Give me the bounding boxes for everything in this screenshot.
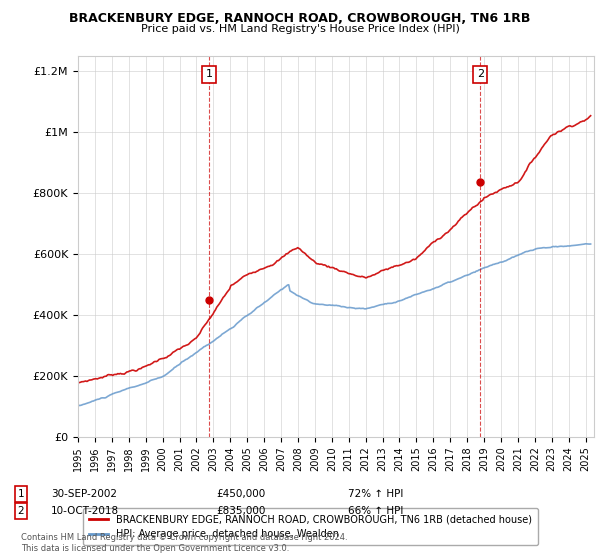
Text: Contains HM Land Registry data © Crown copyright and database right 2024.
This d: Contains HM Land Registry data © Crown c… [21,534,347,553]
Text: 72% ↑ HPI: 72% ↑ HPI [348,489,403,499]
Text: 2: 2 [17,506,25,516]
Text: 2: 2 [477,69,484,80]
Text: 10-OCT-2018: 10-OCT-2018 [51,506,119,516]
Point [205,295,214,304]
Text: £450,000: £450,000 [216,489,265,499]
Legend: BRACKENBURY EDGE, RANNOCH ROAD, CROWBOROUGH, TN6 1RB (detached house), HPI: Aver: BRACKENBURY EDGE, RANNOCH ROAD, CROWBORO… [83,508,538,545]
Text: 66% ↑ HPI: 66% ↑ HPI [348,506,403,516]
Text: Price paid vs. HM Land Registry's House Price Index (HPI): Price paid vs. HM Land Registry's House … [140,24,460,34]
Text: 1: 1 [17,489,25,499]
Text: 1: 1 [206,69,212,80]
Text: £835,000: £835,000 [216,506,265,516]
Text: BRACKENBURY EDGE, RANNOCH ROAD, CROWBOROUGH, TN6 1RB: BRACKENBURY EDGE, RANNOCH ROAD, CROWBORO… [70,12,530,25]
Text: 30-SEP-2002: 30-SEP-2002 [51,489,117,499]
Point [476,178,485,187]
